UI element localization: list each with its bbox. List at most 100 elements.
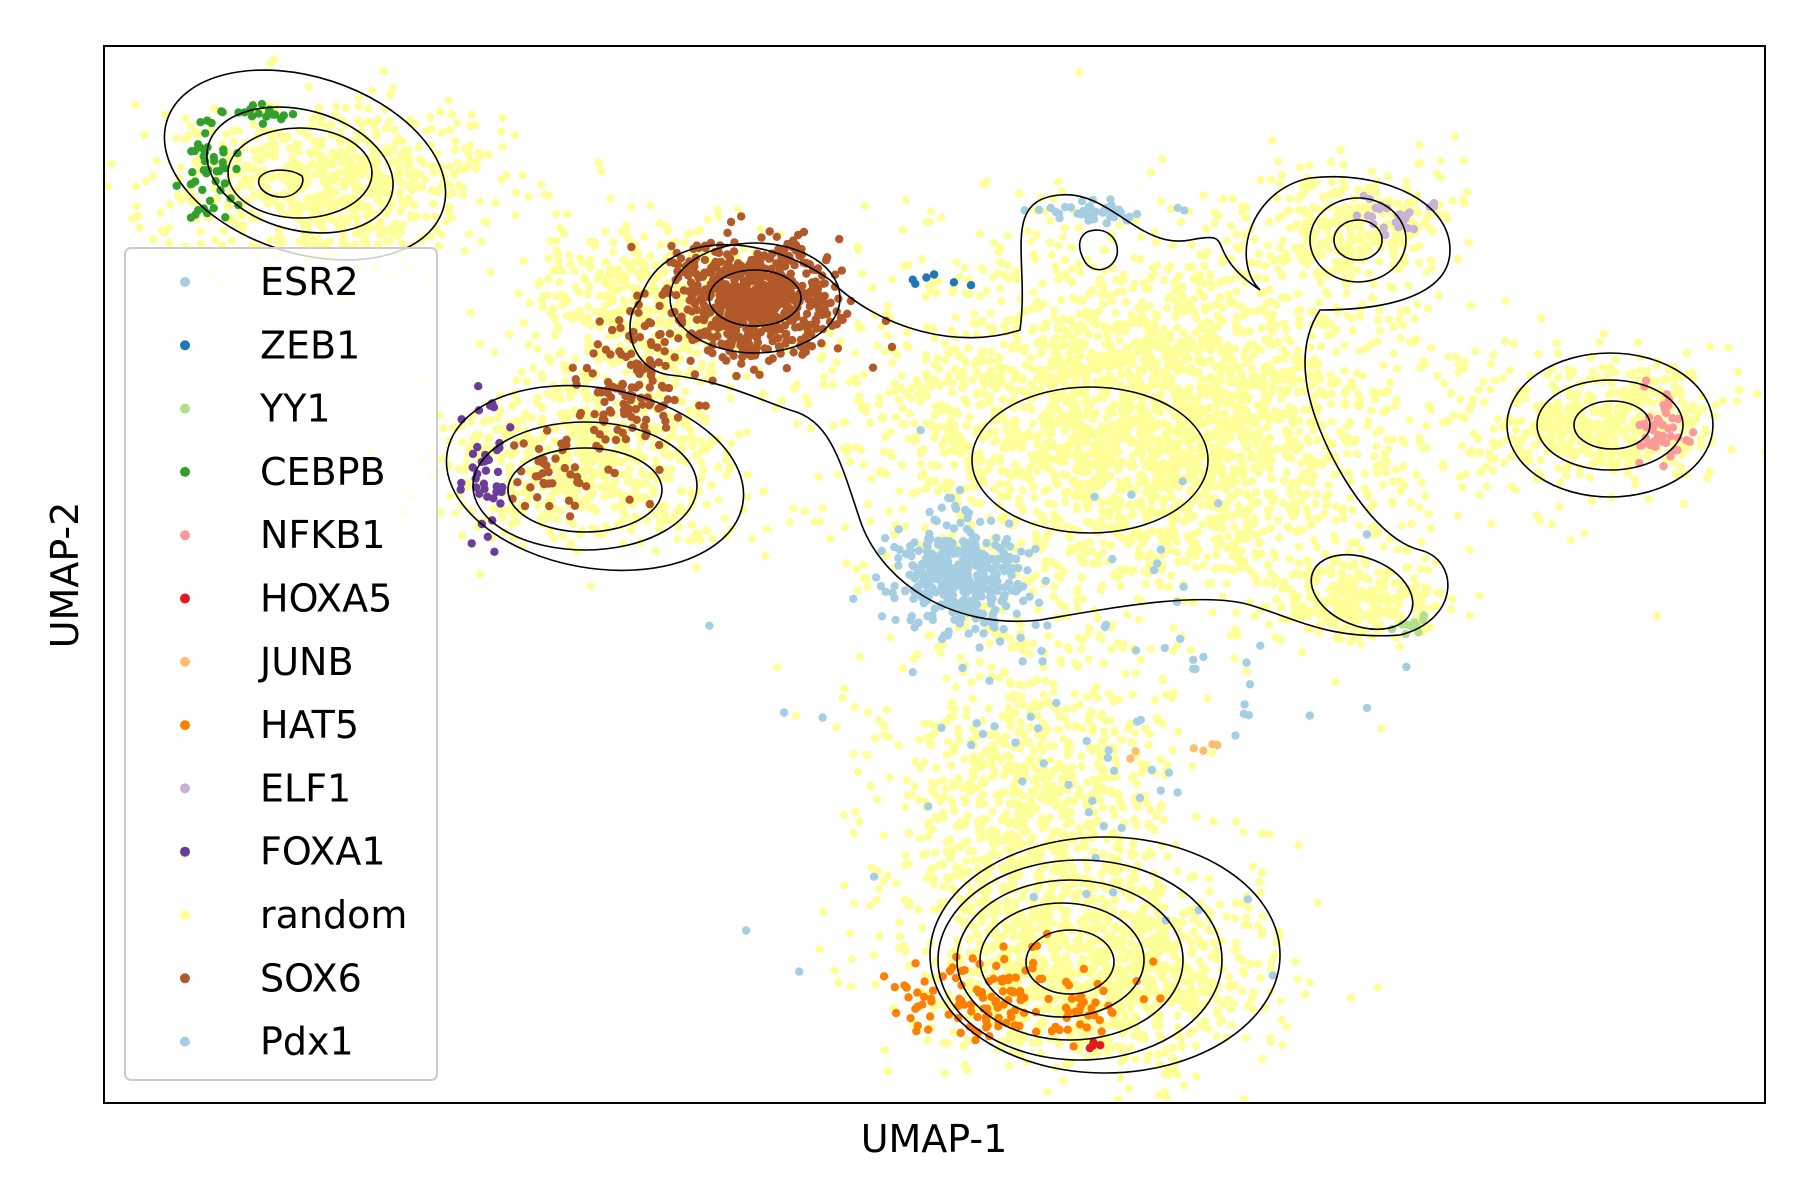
point [1389, 349, 1399, 358]
point [1305, 343, 1315, 352]
point [1005, 753, 1014, 762]
point [862, 750, 872, 760]
point [1229, 566, 1238, 575]
point [1205, 403, 1214, 413]
point [1266, 473, 1276, 482]
point [1320, 509, 1329, 518]
point [1199, 278, 1208, 288]
point [789, 504, 798, 513]
point [1322, 501, 1331, 510]
point [853, 396, 862, 405]
point [1257, 324, 1266, 333]
point [1367, 523, 1377, 532]
point [1314, 359, 1323, 368]
point [1123, 418, 1133, 427]
point [1209, 938, 1219, 947]
point [1023, 473, 1032, 482]
point [1166, 204, 1176, 214]
point [837, 693, 847, 703]
point [1321, 315, 1330, 325]
point [1292, 352, 1302, 361]
point [1119, 803, 1128, 813]
point [1042, 797, 1051, 806]
point [1069, 407, 1079, 417]
point [1356, 640, 1365, 649]
point [905, 409, 915, 418]
point [1236, 325, 1246, 335]
point [1345, 494, 1355, 503]
point [1169, 624, 1178, 633]
point [1128, 451, 1138, 460]
point [1106, 866, 1115, 875]
point [962, 330, 971, 339]
point [1164, 348, 1173, 357]
point [1380, 449, 1389, 458]
point [1166, 965, 1175, 974]
point [1306, 460, 1315, 469]
point [1061, 271, 1070, 281]
point [1057, 449, 1066, 459]
point [1147, 434, 1156, 443]
point [1501, 336, 1510, 346]
point [920, 523, 929, 532]
point [839, 418, 849, 427]
point [1076, 320, 1085, 329]
point [1236, 563, 1245, 572]
point [963, 399, 972, 408]
point [1097, 869, 1106, 878]
point [1030, 493, 1039, 502]
point [866, 517, 875, 526]
point [937, 213, 946, 223]
point [1016, 725, 1026, 735]
point [918, 850, 928, 860]
point [1177, 1042, 1187, 1051]
point [859, 573, 868, 583]
point [1141, 479, 1150, 489]
point [1029, 288, 1038, 297]
point [1292, 507, 1301, 516]
point [1116, 983, 1126, 993]
point [1146, 168, 1156, 177]
point [1073, 603, 1083, 613]
point [1340, 341, 1349, 350]
point [895, 932, 905, 941]
point [1224, 531, 1233, 541]
point [1110, 896, 1120, 906]
point [1242, 667, 1251, 676]
point [975, 800, 984, 809]
point [1303, 434, 1312, 443]
point [1137, 311, 1147, 320]
point [1098, 375, 1108, 384]
point [1160, 1087, 1169, 1096]
point [946, 835, 955, 844]
point [982, 286, 992, 295]
point [939, 776, 948, 785]
point [1465, 405, 1474, 414]
point [1085, 537, 1095, 546]
point [1356, 545, 1366, 554]
point [1345, 383, 1354, 392]
point [1117, 735, 1126, 745]
point [948, 388, 957, 397]
point [1088, 547, 1097, 556]
point [1041, 444, 1050, 453]
point [1294, 542, 1304, 551]
point [1232, 608, 1241, 617]
point [1107, 645, 1116, 654]
point [852, 442, 861, 452]
point [1474, 385, 1483, 395]
point [1016, 718, 1026, 727]
point [1160, 928, 1169, 937]
point [1256, 973, 1266, 983]
point [1030, 457, 1039, 466]
point [1070, 295, 1079, 304]
point [1185, 383, 1194, 392]
point [1249, 462, 1259, 472]
point [1118, 643, 1127, 653]
point [986, 308, 996, 318]
point [1150, 339, 1159, 348]
point [1115, 1073, 1125, 1083]
point [1187, 949, 1196, 958]
point [1360, 469, 1370, 478]
point [1218, 592, 1228, 602]
